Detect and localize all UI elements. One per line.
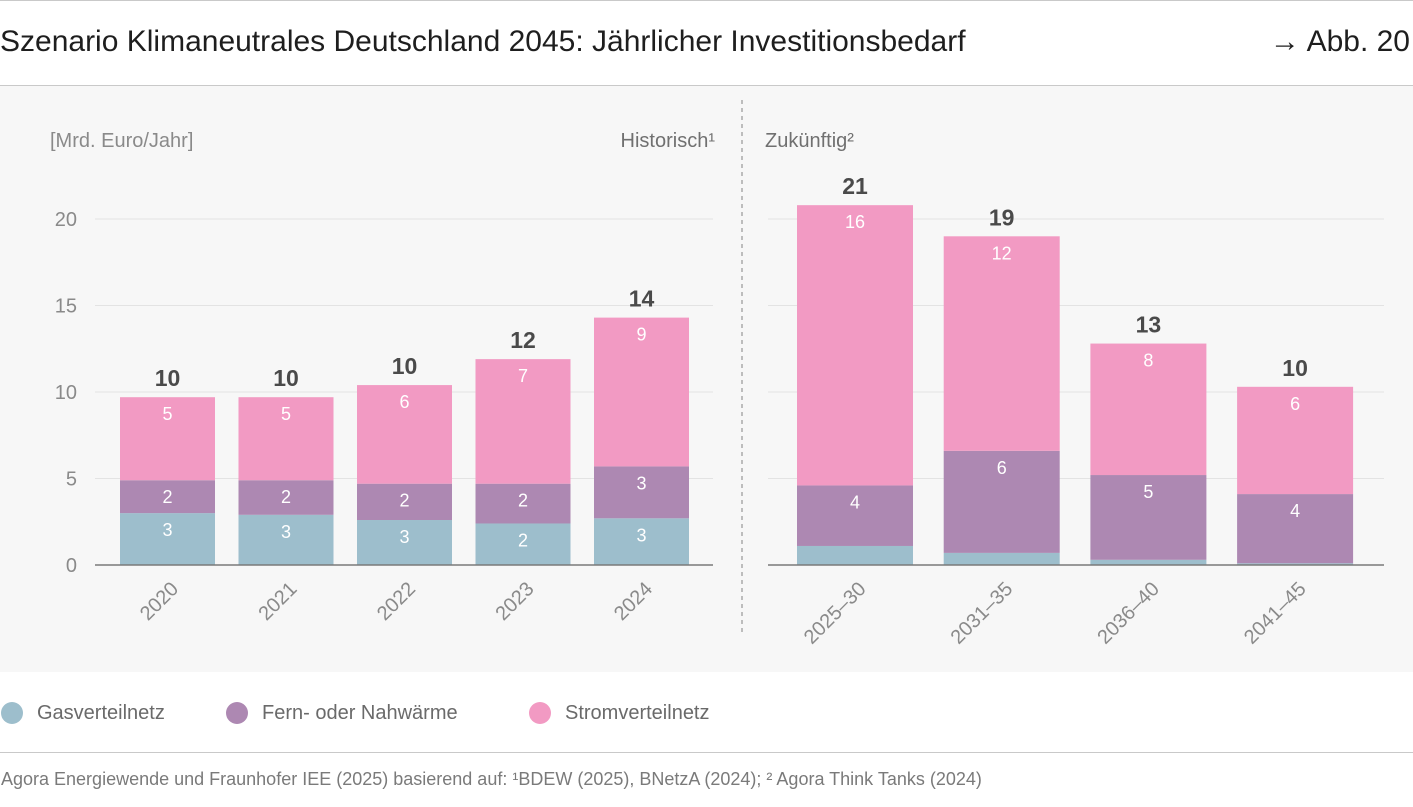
y-tick-label: 15 xyxy=(55,296,77,318)
data-label-stromverteilnetz-2031-35: 12 xyxy=(992,243,1012,263)
source-note: Agora Energiewende und Fraunhofer IEE (2… xyxy=(1,769,982,789)
total-label-2024: 14 xyxy=(629,286,655,312)
bar-segment-gasverteilnetz-2031-35 xyxy=(943,552,1060,565)
total-label-2022: 10 xyxy=(392,353,418,379)
footer-divider xyxy=(0,752,1413,753)
legend-label-stromverteilnetz: Stromverteilnetz xyxy=(565,702,710,724)
legend-swatch-fernwaerme xyxy=(226,702,248,724)
panel-label-historisch: Historisch¹ xyxy=(621,130,716,152)
stacked-bar-chart: [Mrd. Euro/Jahr] Historisch¹ Zukünftig² … xyxy=(50,100,1384,649)
data-label-stromverteilnetz-2020: 5 xyxy=(162,404,172,424)
bar-segment-gasverteilnetz-2024 xyxy=(594,518,689,565)
legend-swatch-gasverteilnetz xyxy=(1,702,23,724)
chart-area: [Mrd. Euro/Jahr] Historisch¹ Zukünftig² … xyxy=(0,86,1413,672)
data-label-stromverteilnetz-2041-45: 6 xyxy=(1290,394,1300,414)
bar-segment-gasverteilnetz-2025-30 xyxy=(797,545,913,565)
data-label-stromverteilnetz-2036-40: 8 xyxy=(1143,351,1153,371)
x-tick-label-2023: 2023 xyxy=(492,578,539,625)
y-axis-title: [Mrd. Euro/Jahr] xyxy=(50,130,193,152)
x-tick-label-2022: 2022 xyxy=(373,578,420,625)
y-tick-label: 0 xyxy=(66,555,77,577)
bar-segment-gasverteilnetz-2020 xyxy=(120,513,215,565)
bar-segment-stromverteilnetz-2023 xyxy=(475,359,571,484)
total-label-2023: 12 xyxy=(510,327,536,353)
data-label-fern-oder-nahw-rme-2025-30: 4 xyxy=(850,492,860,512)
bar-segment-stromverteilnetz-2024 xyxy=(594,317,689,467)
bar-segment-fern-oder-nahw-rme-2020 xyxy=(120,480,215,514)
data-label-stromverteilnetz-2021: 5 xyxy=(281,404,291,424)
x-tick-label-2021: 2021 xyxy=(255,578,302,625)
y-tick-label: 5 xyxy=(66,469,77,491)
bar-segment-fern-oder-nahw-rme-2024 xyxy=(594,466,689,519)
bar-segment-fern-oder-nahw-rme-2021 xyxy=(238,480,334,515)
y-tick-label: 10 xyxy=(55,382,77,404)
data-label-stromverteilnetz-2022: 6 xyxy=(399,392,409,412)
data-label-fern-oder-nahw-rme-2024: 3 xyxy=(636,473,646,493)
bar-segment-stromverteilnetz-2036-40 xyxy=(1090,343,1207,476)
data-label-fern-oder-nahw-rme-2022: 2 xyxy=(399,491,409,511)
legend-label-fernwaerme: Fern- oder Nahwärme xyxy=(262,702,458,724)
data-label-gasverteilnetz-2023: 2 xyxy=(518,530,528,550)
x-tick-label-2041-45: 2041–45 xyxy=(1240,578,1311,649)
legend-swatch-stromverteilnetz xyxy=(529,702,551,724)
data-label-stromverteilnetz-2024: 9 xyxy=(636,325,646,345)
legend-label-gasverteilnetz: Gasverteilnetz xyxy=(37,702,165,724)
header-divider xyxy=(0,85,1413,86)
total-label-2041-45: 10 xyxy=(1282,355,1308,381)
data-label-fern-oder-nahw-rme-2036-40: 5 xyxy=(1143,482,1153,502)
data-label-fern-oder-nahw-rme-2021: 2 xyxy=(281,487,291,507)
data-label-fern-oder-nahw-rme-2020: 2 xyxy=(162,487,172,507)
bar-segment-stromverteilnetz-2021 xyxy=(238,397,334,481)
bar-segment-gasverteilnetz-2021 xyxy=(238,514,334,565)
total-label-2031-35: 19 xyxy=(989,204,1015,230)
data-label-gasverteilnetz-2020: 3 xyxy=(162,520,172,540)
data-label-stromverteilnetz-2023: 7 xyxy=(518,366,528,386)
data-label-fern-oder-nahw-rme-2023: 2 xyxy=(518,491,528,511)
bar-segment-stromverteilnetz-2022 xyxy=(357,385,452,484)
top-rule xyxy=(0,0,1413,1)
bar-segment-stromverteilnetz-2031-35 xyxy=(943,236,1060,451)
bar-segment-gasverteilnetz-2023 xyxy=(475,523,571,565)
page-title: Szenario Klimaneutrales Deutschland 2045… xyxy=(0,25,966,58)
bar-segment-fern-oder-nahw-rme-2041-45 xyxy=(1237,494,1354,564)
x-tick-label-2024: 2024 xyxy=(610,578,657,625)
bar-segment-gasverteilnetz-2036-40 xyxy=(1090,559,1207,565)
bar-segment-fern-oder-nahw-rme-2025-30 xyxy=(797,485,913,546)
x-tick-label-2020: 2020 xyxy=(136,578,183,625)
data-label-gasverteilnetz-2021: 3 xyxy=(281,522,291,542)
total-label-2036-40: 13 xyxy=(1136,312,1162,338)
data-label-fern-oder-nahw-rme-2041-45: 4 xyxy=(1290,501,1300,521)
data-label-fern-oder-nahw-rme-2031-35: 6 xyxy=(997,458,1007,478)
bar-segment-gasverteilnetz-2041-45 xyxy=(1237,563,1354,565)
data-label-gasverteilnetz-2024: 3 xyxy=(636,525,646,545)
total-label-2025-30: 21 xyxy=(842,173,868,199)
bar-segment-stromverteilnetz-2025-30 xyxy=(797,205,913,486)
total-label-2020: 10 xyxy=(155,365,181,391)
bar-segment-gasverteilnetz-2022 xyxy=(357,520,452,565)
x-tick-label-2031-35: 2031–35 xyxy=(947,578,1018,649)
figure-reference-link[interactable]: → Abb. 20 xyxy=(1269,25,1410,58)
data-label-gasverteilnetz-2022: 3 xyxy=(399,527,409,547)
bar-segment-fern-oder-nahw-rme-2036-40 xyxy=(1090,475,1207,560)
x-tick-label-2025-30: 2025–30 xyxy=(800,578,871,649)
total-label-2021: 10 xyxy=(273,365,299,391)
data-label-stromverteilnetz-2025-30: 16 xyxy=(845,212,865,232)
legend: Gasverteilnetz Fern- oder Nahwärme Strom… xyxy=(0,701,1000,725)
bar-segment-fern-oder-nahw-rme-2023 xyxy=(475,483,571,524)
bar-segment-stromverteilnetz-2041-45 xyxy=(1237,386,1354,495)
bar-segment-fern-oder-nahw-rme-2031-35 xyxy=(943,450,1060,553)
bar-segment-stromverteilnetz-2020 xyxy=(120,397,215,481)
panel-label-zukuenftig: Zukünftig² xyxy=(765,130,854,152)
x-tick-label-2036-40: 2036–40 xyxy=(1093,578,1164,649)
bar-segment-fern-oder-nahw-rme-2022 xyxy=(357,483,452,521)
y-tick-label: 20 xyxy=(55,209,77,231)
